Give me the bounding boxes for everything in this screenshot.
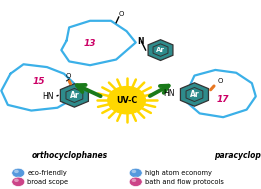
Circle shape — [12, 177, 25, 187]
Text: orthocyclophanes: orthocyclophanes — [31, 151, 108, 160]
Text: N: N — [137, 37, 144, 46]
Text: O: O — [119, 11, 124, 17]
Polygon shape — [148, 40, 173, 60]
Text: Ar: Ar — [70, 91, 79, 100]
Circle shape — [14, 170, 19, 173]
Text: Ar: Ar — [156, 47, 165, 53]
Text: eco-friendly: eco-friendly — [27, 170, 67, 176]
Text: 15: 15 — [33, 77, 45, 86]
Circle shape — [132, 170, 136, 173]
Text: UV-C: UV-C — [116, 96, 137, 105]
Text: HN: HN — [43, 92, 54, 101]
Text: O: O — [217, 78, 223, 84]
Text: high atom economy: high atom economy — [145, 170, 212, 176]
Text: bath and flow protocols: bath and flow protocols — [145, 179, 224, 185]
Text: paracyclophanes: paracyclophanes — [214, 151, 261, 160]
Circle shape — [108, 87, 145, 114]
Polygon shape — [180, 83, 209, 106]
Circle shape — [14, 179, 19, 182]
Circle shape — [129, 168, 142, 178]
Polygon shape — [60, 84, 88, 107]
Text: 13: 13 — [84, 39, 96, 48]
Text: O: O — [66, 73, 71, 79]
Circle shape — [132, 179, 136, 182]
Text: Ar: Ar — [190, 90, 199, 99]
Circle shape — [12, 168, 25, 178]
Text: 17: 17 — [217, 95, 229, 104]
Circle shape — [129, 177, 142, 187]
Text: broad scope: broad scope — [27, 179, 69, 185]
Text: HN: HN — [163, 89, 175, 98]
